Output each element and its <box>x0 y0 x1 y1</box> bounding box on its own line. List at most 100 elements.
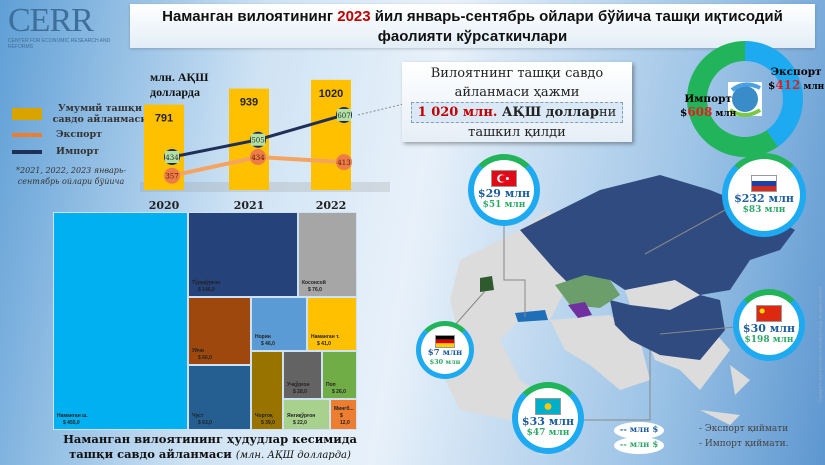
russia-connector <box>644 209 726 255</box>
country-bubble-china: $30 млн $198 млн <box>733 289 805 361</box>
arrow-icon <box>730 82 761 92</box>
export-unit: млн <box>800 82 825 92</box>
export-prefix: $ <box>768 80 776 92</box>
bar-label-2021: 939 <box>240 97 258 109</box>
chart-footnote: *2021, 2022, 2023 январь-сентябрь ойлари… <box>16 166 126 186</box>
treemap-cell-value: $ 39,0 <box>261 420 275 426</box>
treemap-cell: Наманган ш. $ 455,0 <box>53 212 188 430</box>
caption-main: Наманган вилоятининг ҳудудлар кесимида т… <box>63 432 357 461</box>
treemap-caption: Наманган вилоятининг ҳудудлар кесимида т… <box>50 432 370 463</box>
treemap-cell-name: Уйчи <box>192 348 204 354</box>
legend-import-key: -- млн $ <box>614 437 664 454</box>
cerr-logo: CERR CENTER FOR ECONOMIC RESEARCH AND RE… <box>8 4 128 51</box>
kazakhstan-shape <box>555 275 620 308</box>
trade-volume-box: Вилоятнинг ташқи савдо айланмаси ҳажми 1… <box>402 62 632 142</box>
country-bubble-russia: $232 млн $83 млн <box>722 153 806 237</box>
bar-label-2022: 1020 <box>319 88 343 100</box>
treemap-cell: Чортоқ $ 39,0 <box>251 351 283 430</box>
treemap-cell-value: $ 46,0 <box>261 341 275 347</box>
treemap-cell: Норин $ 46,0 <box>251 297 307 351</box>
title-part2: йил январь-сентябрь ойлари бўйича ташқи … <box>370 8 783 45</box>
country-export-value: $232 млн <box>734 192 794 205</box>
germany-connector <box>454 290 486 326</box>
country-bubble-kazakhstan: $33 млн $47 млн <box>512 382 584 454</box>
import-prefix: $ <box>680 107 688 119</box>
import-point-bg <box>165 151 179 163</box>
legend-swatch-total <box>12 108 42 120</box>
country-bubble-germany: $7 млн $30 млн <box>416 321 474 379</box>
country-export-value: $30 млн <box>742 322 796 335</box>
treemap-cell-value: $ 66,0 <box>198 355 212 361</box>
flag-china-icon <box>756 305 782 322</box>
infobox-line4: ташкил қилди <box>468 125 566 140</box>
flag-germany-icon <box>435 334 455 348</box>
treemap-cell: Янгиқўрғон $ 22,0 <box>283 399 330 430</box>
legend-swatch-import <box>12 149 42 154</box>
treemap-cell-name: Мингб... <box>334 406 354 412</box>
infobox-amount-line: 1 020 млн. АҚШ долларни <box>410 102 624 123</box>
globe-icon <box>732 86 758 112</box>
treemap-cell-name: Учқўрғон <box>287 382 310 388</box>
x-tick-2021: 2021 <box>234 199 265 212</box>
unit-label: млн. АҚШ долларда <box>150 70 209 99</box>
country-import-value: $30 млн <box>429 357 461 366</box>
treemap-cell-value: $ 63,0 <box>198 420 212 426</box>
logo-subtitle: CENTER FOR ECONOMIC RESEARCH AND REFORMS <box>8 38 111 50</box>
legend-import-desc: - Импорт қиймати. <box>699 439 789 449</box>
combo-chart: 791 2020 939 2021 1020 2022 357 434 413 434 505 607 <box>140 79 420 212</box>
x-tick-2022: 2022 <box>316 199 347 212</box>
country-bubble-turkey: $29 млн $51 млн <box>468 154 540 226</box>
copyright-text: copyright © 2014 by Boston Consulting Gr… <box>817 286 823 403</box>
treemap-cell-name: Косонсой <box>302 280 326 286</box>
treemap-cell: Наманган т. $ 41,0 <box>307 297 357 351</box>
import-point-bg <box>251 133 265 146</box>
import-value: 608 <box>687 105 713 119</box>
treemap-cell-name: Янгиқўрғон <box>287 413 316 419</box>
import-point-label: 505 <box>251 137 264 145</box>
country-import-value: $198 млн <box>744 335 794 345</box>
bar-label-2020: 791 <box>155 113 173 125</box>
donut-export-label: Экспорт $412 млн <box>768 66 824 94</box>
treemap-cell-name: Чортоқ <box>255 413 273 419</box>
flag-russia-icon <box>751 175 777 192</box>
legend-export-key: -- млн $ <box>614 422 664 439</box>
treemap-cell-name: Чуст <box>192 413 204 419</box>
arrow-icon <box>728 108 762 117</box>
treemap-cell-value: $ 22,0 <box>293 420 307 426</box>
country-import-value: $51 млн <box>482 200 526 210</box>
import-label: Импорт <box>684 93 732 105</box>
import-point-label: 434 <box>165 154 179 162</box>
treemap-cell-name: Наманган т. <box>311 334 340 340</box>
donut-slice-import <box>687 41 778 157</box>
export-point-label: 357 <box>165 173 178 181</box>
country-export-value: $33 млн <box>521 415 575 428</box>
export-point <box>164 167 180 184</box>
bar-total-2022 <box>311 79 351 190</box>
legend-export-desc: - Экспорт қиймати <box>699 424 789 434</box>
infobox-suffix: ни <box>599 105 617 120</box>
treemap-cell: Чуст $ 63,0 <box>188 365 251 430</box>
turkey-shape <box>515 310 548 322</box>
export-point-label: 413 <box>337 159 350 167</box>
treemap-cell: Учқўрғон $ 28,0 <box>283 351 322 399</box>
uzbekistan-shape <box>568 302 592 318</box>
treemap-cell: Уйчи $ 66,0 <box>188 297 251 365</box>
treemap-cell-value: $ 41,0 <box>317 341 331 347</box>
country-import-value: $83 млн <box>742 205 786 215</box>
legend-label-export: Экспорт <box>56 129 103 140</box>
export-label: Экспорт <box>770 66 822 78</box>
title-year: 2023 <box>337 8 371 25</box>
treemap-cell: Тўрақўрғон $ 146,0 <box>188 212 298 297</box>
treemap-cell-value: $ 76,0 <box>308 287 322 293</box>
treemap-cell-name: Поп <box>326 382 336 388</box>
import-unit: млн <box>712 109 737 119</box>
flag-turkey-icon <box>491 170 517 187</box>
kazakhstan-connector <box>583 350 651 421</box>
x-tick-2020: 2020 <box>149 199 180 212</box>
infobox-amount: 1 020 млн. <box>417 105 498 120</box>
sea-asia-land <box>700 365 750 425</box>
china-shape <box>610 295 725 360</box>
page-title: Наманган вилоятининг 2023 йил январь-сен… <box>130 4 815 48</box>
export-point <box>250 149 266 165</box>
donut-chart <box>687 41 803 157</box>
